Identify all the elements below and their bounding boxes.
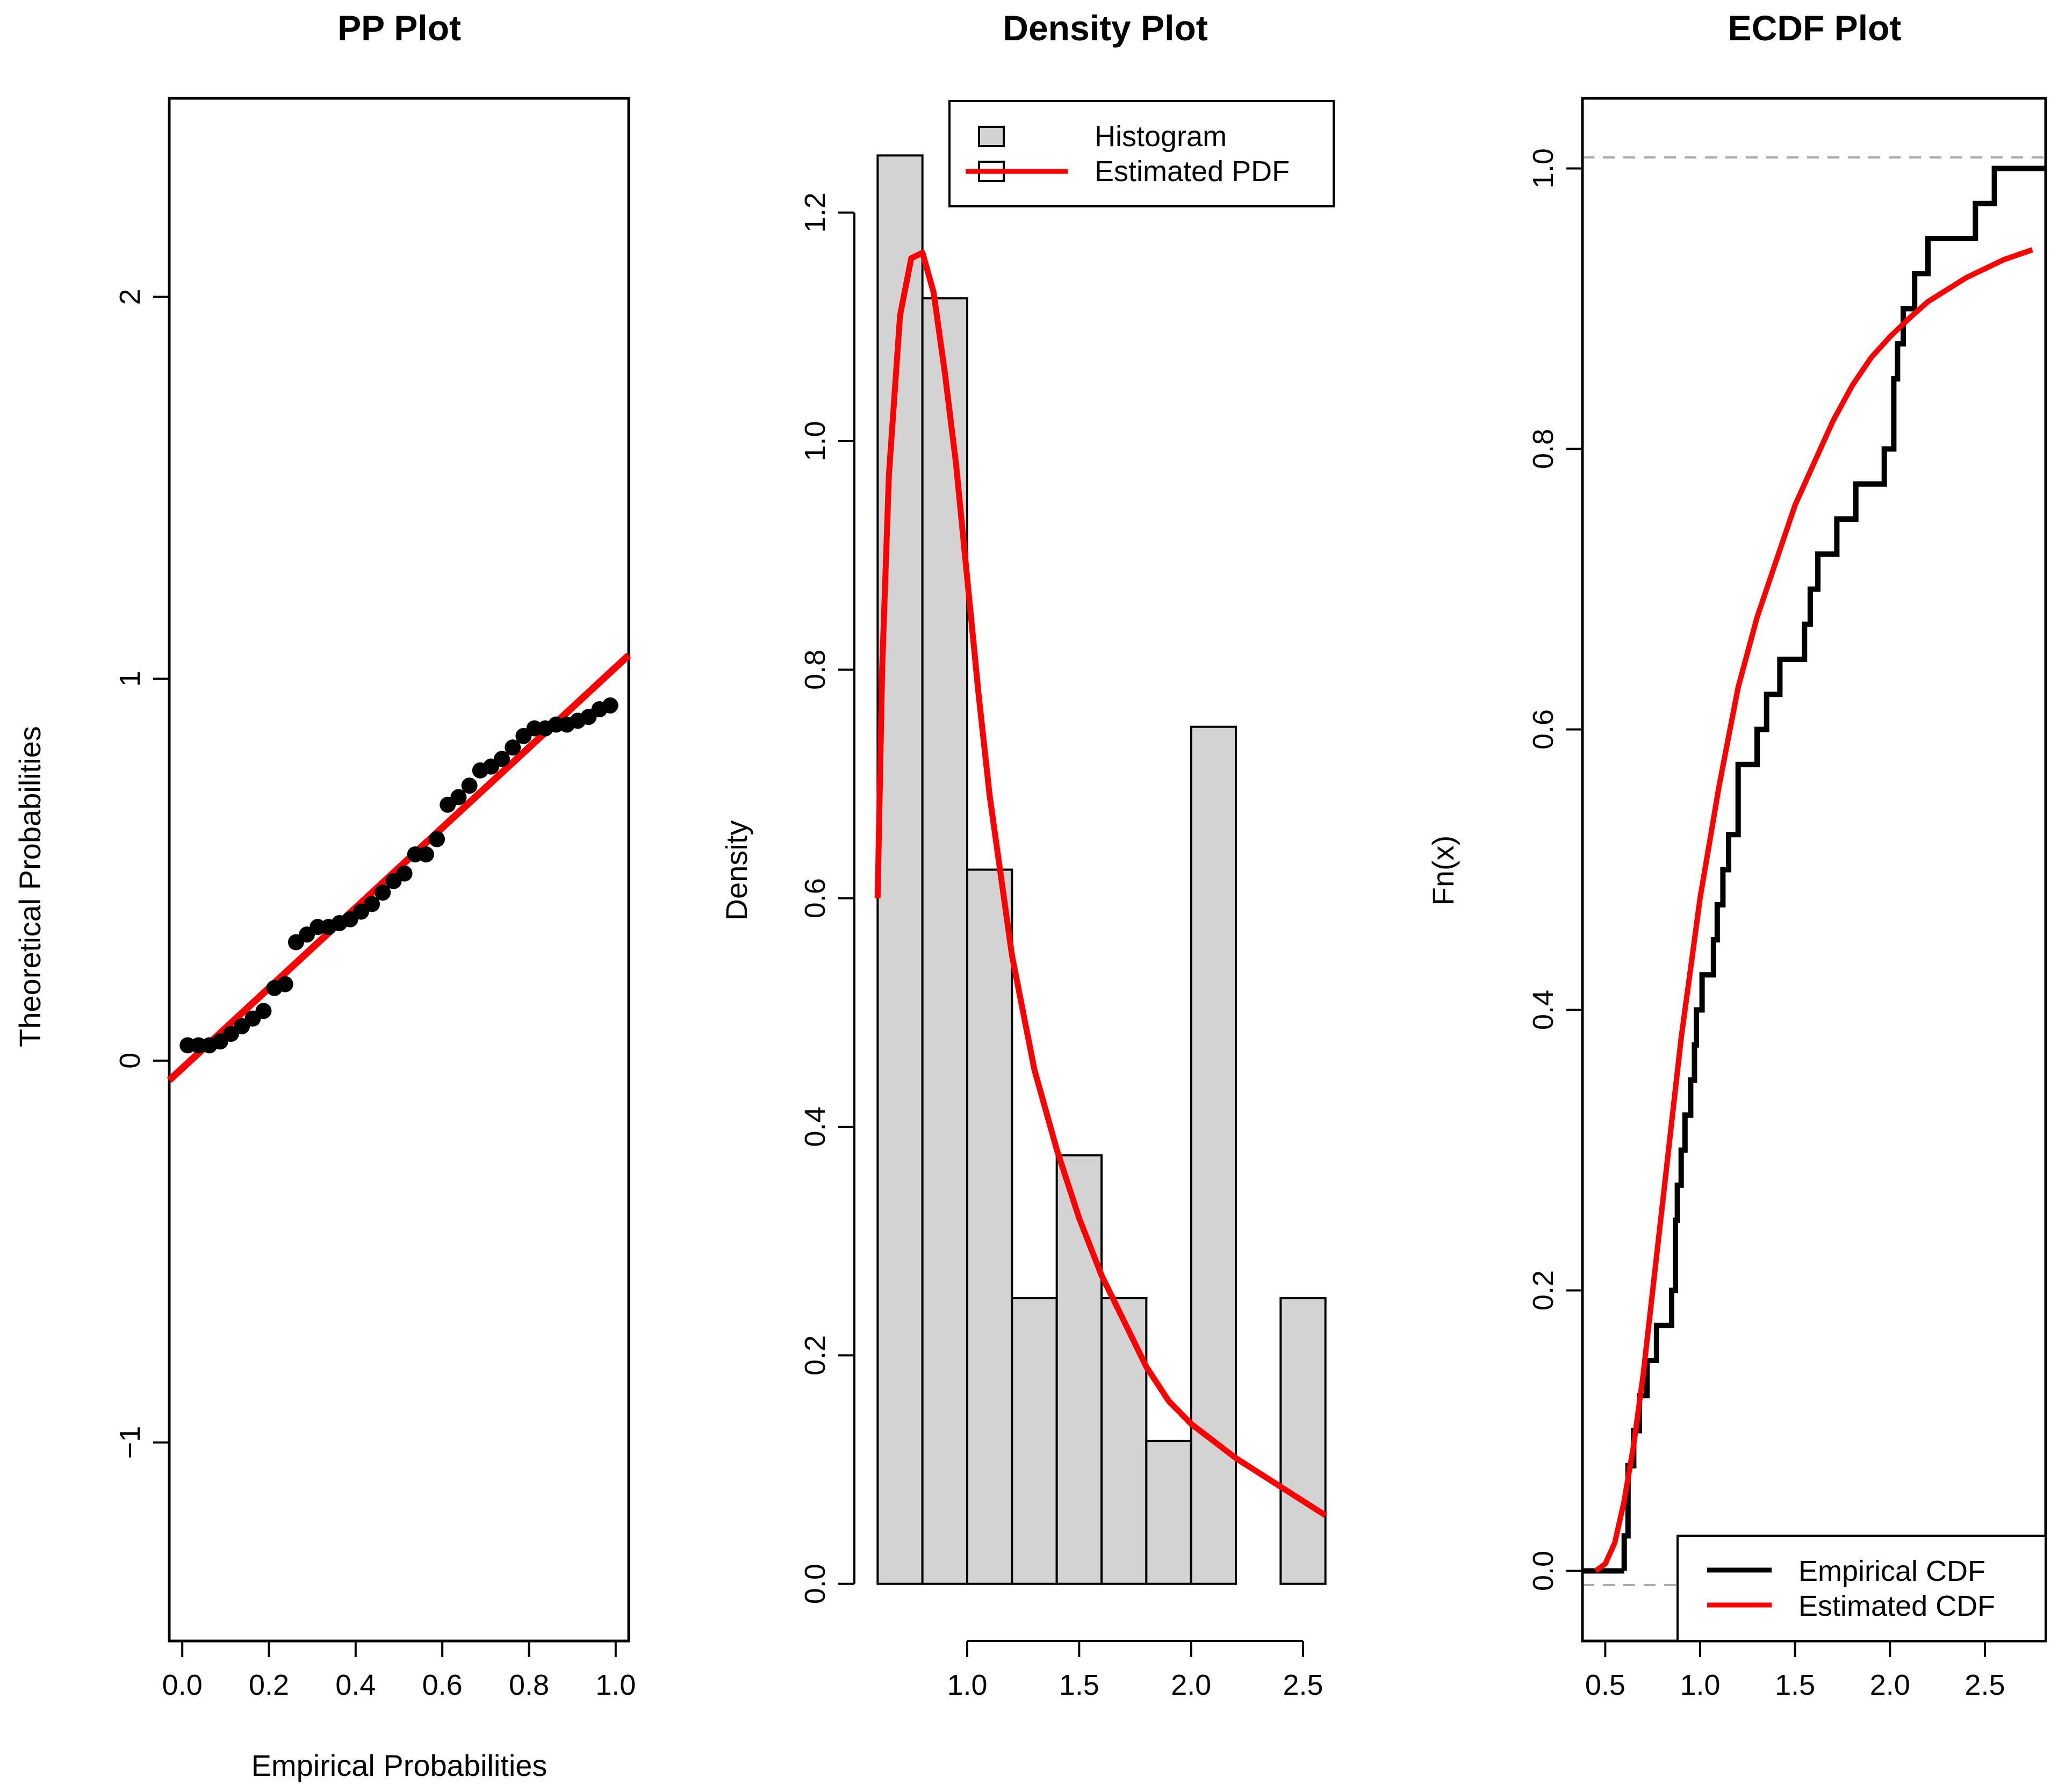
histogram-bar	[1055, 1154, 1103, 1585]
ecdf-y-axis-label: Fn(x)	[1426, 836, 1460, 906]
density-y-tick-label: 1.2	[799, 192, 831, 233]
ecdf-legend: Empirical CDF Estimated CDF	[1676, 1535, 2047, 1642]
pp-points	[179, 697, 618, 1054]
density-y-tick-label: 0.4	[799, 1106, 831, 1147]
histogram-bar	[1100, 1297, 1148, 1585]
empirical-cdf-step	[1582, 165, 2046, 1574]
pp-x-tick-label: 1.0	[595, 1669, 636, 1701]
ecdf-y-tick-label: 0.4	[1527, 990, 1559, 1030]
ecdf-y-axis: 0.0 0.2 0.4 0.6 0.8 1.0	[1527, 148, 1584, 1591]
pp-x-tick-label: 0.4	[335, 1669, 376, 1701]
estimated-cdf-curve	[1594, 247, 2033, 1573]
density-y-tick-label: 0.0	[799, 1564, 831, 1604]
density-y-tick-label: 0.2	[799, 1335, 831, 1376]
legend-estimated-cdf-label: Estimated CDF	[1798, 1590, 1995, 1622]
ecdf-plot-frame	[1581, 97, 2047, 1643]
ecdf-y-tick-label: 0.2	[1527, 1270, 1559, 1311]
pp-x-tick-label: 0.2	[249, 1669, 289, 1701]
pp-point	[418, 846, 434, 863]
estimated-pdf-curve	[874, 249, 1327, 1518]
ecdf-y-tick-label: 1.0	[1527, 148, 1559, 189]
legend-histogram-swatch	[978, 126, 1005, 147]
histogram-bar	[966, 868, 1013, 1585]
ecdf-x-axis: 0.5 1.0 1.5 2.0 2.5	[1585, 1640, 2005, 1701]
pp-x-axis: 0.0 0.2 0.4 0.6 0.8 1.0	[162, 1640, 636, 1701]
histogram-bar	[876, 154, 924, 1585]
pp-plot-title: PP Plot	[337, 8, 461, 48]
legend-empirical-cdf-label: Empirical CDF	[1798, 1555, 1985, 1587]
histogram-bar	[1011, 1297, 1058, 1585]
histogram-bar	[921, 297, 968, 1585]
legend-histogram-label: Histogram	[1095, 120, 1227, 153]
ecdf-x-tick-label: 2.5	[1965, 1669, 2005, 1701]
ecdf-plot-title: ECDF Plot	[1728, 8, 1902, 48]
pp-x-tick-label: 0.6	[422, 1669, 463, 1701]
pp-y-tick-label: 1	[114, 671, 146, 687]
density-y-tick-label: 0.8	[799, 650, 831, 690]
pp-x-tick-label: 0.8	[509, 1669, 549, 1701]
density-legend-box	[948, 100, 1335, 207]
density-legend: Histogram Estimated PDF	[948, 100, 1335, 207]
pp-point	[505, 739, 521, 756]
ecdf-y-tick-label: 0.6	[1527, 709, 1559, 750]
ecdf-x-tick-label: 0.5	[1585, 1669, 1625, 1701]
density-x-tick-label: 2.5	[1283, 1669, 1323, 1701]
density-plot-panel: Density Plot Density 1.0 1.5 2.0 2.5 0.0 0.2…	[719, 8, 1335, 1701]
pp-plot-panel: PP Plot Empirical Probabilities Theoreti…	[13, 8, 636, 1782]
pp-x-tick-label: 0.0	[162, 1669, 203, 1701]
density-y-axis: 0.0 0.2 0.4 0.6 0.8 1.0 1.2	[799, 192, 855, 1604]
ecdf-x-tick-label: 1.5	[1775, 1669, 1815, 1701]
pp-point	[602, 697, 618, 714]
pp-y-axis: −1 0 1 2	[114, 289, 170, 1459]
pp-point	[277, 976, 293, 992]
ecdf-y-tick-label: 0.8	[1527, 429, 1559, 469]
pp-plot-frame	[168, 97, 630, 1643]
ecdf-plot-panel: ECDF Plot Fn(x) 0.5 1.0 1.5 2.0 2.5 0.00.20.…	[1426, 8, 2047, 1701]
histogram-bar	[1145, 1440, 1192, 1585]
ecdf-x-tick-label: 2.0	[1870, 1669, 1910, 1701]
ecdf-x-tick-label: 1.0	[1680, 1669, 1720, 1701]
pp-point	[255, 1003, 272, 1019]
legend-pdf-label: Estimated PDF	[1095, 155, 1290, 188]
pp-point	[494, 751, 510, 767]
density-y-tick-label: 0.6	[799, 878, 831, 918]
pp-x-axis-label: Empirical Probabilities	[251, 1748, 548, 1782]
pp-point	[375, 884, 391, 901]
histogram-bars	[876, 154, 1327, 1585]
density-x-tick-label: 2.0	[1171, 1669, 1211, 1701]
pp-point	[461, 778, 478, 794]
pp-y-tick-label: −1	[114, 1426, 146, 1459]
density-x-tick-label: 1.5	[1059, 1669, 1099, 1701]
pp-y-axis-label: Theoretical Probabilities	[13, 726, 47, 1047]
density-y-tick-label: 1.0	[799, 421, 831, 461]
pp-point	[429, 831, 445, 847]
pp-y-tick-label: 2	[114, 289, 146, 305]
ecdf-legend-box	[1676, 1535, 2047, 1642]
histogram-bar	[1279, 1297, 1327, 1585]
density-plot-title: Density Plot	[1003, 8, 1207, 48]
density-y-axis-label: Density	[719, 821, 753, 921]
density-x-axis: 1.0 1.5 2.0 2.5	[947, 1640, 1323, 1701]
pp-point	[396, 865, 413, 882]
pp-point	[364, 896, 380, 912]
pp-y-tick-label: 0	[114, 1053, 146, 1069]
pp-point	[450, 789, 467, 805]
density-x-tick-label: 1.0	[947, 1669, 987, 1701]
ecdf-y-tick-label: 0.0	[1527, 1551, 1559, 1591]
